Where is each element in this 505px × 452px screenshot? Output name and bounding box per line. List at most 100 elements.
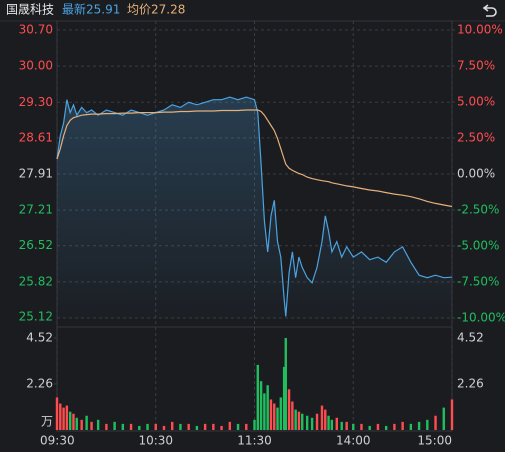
volume-bar (376, 423, 380, 430)
volume-bar (291, 401, 294, 430)
volume-bar (105, 423, 108, 430)
y2-tick-label: 0.00% (457, 167, 495, 181)
volume-bar (129, 423, 133, 430)
volume-bar (384, 425, 388, 430)
volume-bar (121, 423, 125, 430)
y2-tick-label: 7.50% (457, 59, 495, 73)
volume-bar (345, 421, 348, 430)
x-tick-label: 11:30 (237, 434, 272, 448)
volume-bar (297, 411, 301, 430)
volume-bar (315, 413, 319, 430)
y2-tick-label: 10.00% (457, 23, 503, 37)
volume-bar (96, 419, 100, 430)
volume-bar (305, 415, 309, 430)
volume-bar (55, 397, 59, 430)
volume-bar (68, 411, 72, 430)
volume-bar (59, 403, 62, 430)
y2-tick-label: -2.50% (457, 203, 499, 217)
volume-bar (269, 399, 273, 430)
y-tick-label: 28.61 (19, 130, 53, 144)
volume-bar (409, 423, 413, 430)
avg-price: 均价27.28 (127, 3, 185, 17)
volume-bar (434, 415, 437, 430)
volume-bar (417, 421, 421, 430)
volume-bar (352, 423, 355, 430)
volume-bar (138, 425, 141, 430)
volume-bar (195, 425, 199, 430)
volume-bar (263, 393, 266, 430)
volume-bar (187, 423, 190, 430)
y2-tick-label: -7.50% (457, 275, 499, 289)
volume-bar (335, 417, 338, 430)
volume-bar (236, 423, 240, 430)
volume-bar (360, 423, 363, 430)
volume-bar (85, 415, 88, 430)
y-tick-label: 27.21 (19, 203, 53, 217)
price-line (56, 96, 453, 317)
volume-bar (327, 415, 330, 430)
volume-bar (253, 419, 256, 430)
volume-bar (212, 423, 215, 430)
volume-bar (162, 425, 166, 430)
volume-bar (284, 338, 287, 430)
y2-tick-label: 5.00% (457, 95, 495, 109)
volume-bar (340, 421, 343, 430)
volume-bar (72, 413, 75, 430)
volume-bar (450, 399, 454, 430)
volume-bar (75, 417, 78, 430)
volume-bar (179, 423, 182, 430)
volume-bar (65, 405, 69, 430)
y-tick-label: 29.30 (19, 95, 53, 109)
volume-bar (442, 407, 445, 430)
y-tick-label: 27.91 (19, 167, 53, 181)
volume-bar (62, 407, 65, 430)
volume-bar (320, 405, 324, 430)
volume-bar (171, 421, 174, 430)
volume-bar (256, 364, 259, 430)
volume-bar (279, 397, 283, 430)
y-tick-label: 25.12 (19, 310, 53, 324)
volume-bar (294, 409, 297, 430)
volume-bar (330, 419, 334, 430)
y-tick-label: 26.52 (19, 238, 53, 252)
x-tick-label: 15:00 (417, 434, 452, 448)
volume-bar (266, 385, 269, 430)
y2-tick-label: 2.50% (457, 131, 495, 145)
y-tick-label: 30.00 (19, 59, 53, 73)
volume-bar (282, 366, 286, 430)
volume-bar (287, 389, 291, 430)
volume-bar (245, 423, 248, 430)
volume-tick-label: 4.52 (26, 331, 53, 345)
volume-bar (80, 419, 83, 430)
y-tick-label: 25.82 (19, 274, 53, 288)
volume-bar (203, 423, 207, 430)
price-area (57, 97, 452, 318)
volume-tick-label-right: 4.52 (457, 331, 484, 345)
volume-bar (401, 421, 404, 430)
volume-unit: 万 (41, 415, 53, 429)
y-tick-label: 30.70 (19, 23, 53, 37)
volume-bar (324, 409, 327, 430)
volume-bar (228, 421, 232, 430)
x-tick-label: 14:00 (336, 434, 371, 448)
volume-bar (90, 421, 93, 430)
volume-bar (273, 403, 276, 430)
volume-bar (146, 423, 149, 430)
volume-bar (310, 417, 314, 430)
volume-bar (154, 423, 157, 430)
volume-tick-label-right: 2.26 (457, 377, 484, 391)
volume-bar (426, 419, 429, 430)
y2-tick-label: -5.00% (457, 239, 499, 253)
volume-tick-label: 2.26 (26, 377, 53, 391)
volume-bar (113, 421, 116, 430)
back-button[interactable] (482, 4, 497, 17)
avg-line (56, 109, 453, 208)
volume-bar (276, 407, 279, 430)
volume-bar (368, 425, 371, 430)
volume-bar (220, 425, 223, 430)
volume-bar (301, 413, 304, 430)
volume-bar (259, 381, 263, 430)
x-tick-label: 09:30 (40, 434, 75, 448)
x-tick-label: 10:30 (138, 434, 173, 448)
y2-tick-label: -10.00% (457, 311, 505, 325)
